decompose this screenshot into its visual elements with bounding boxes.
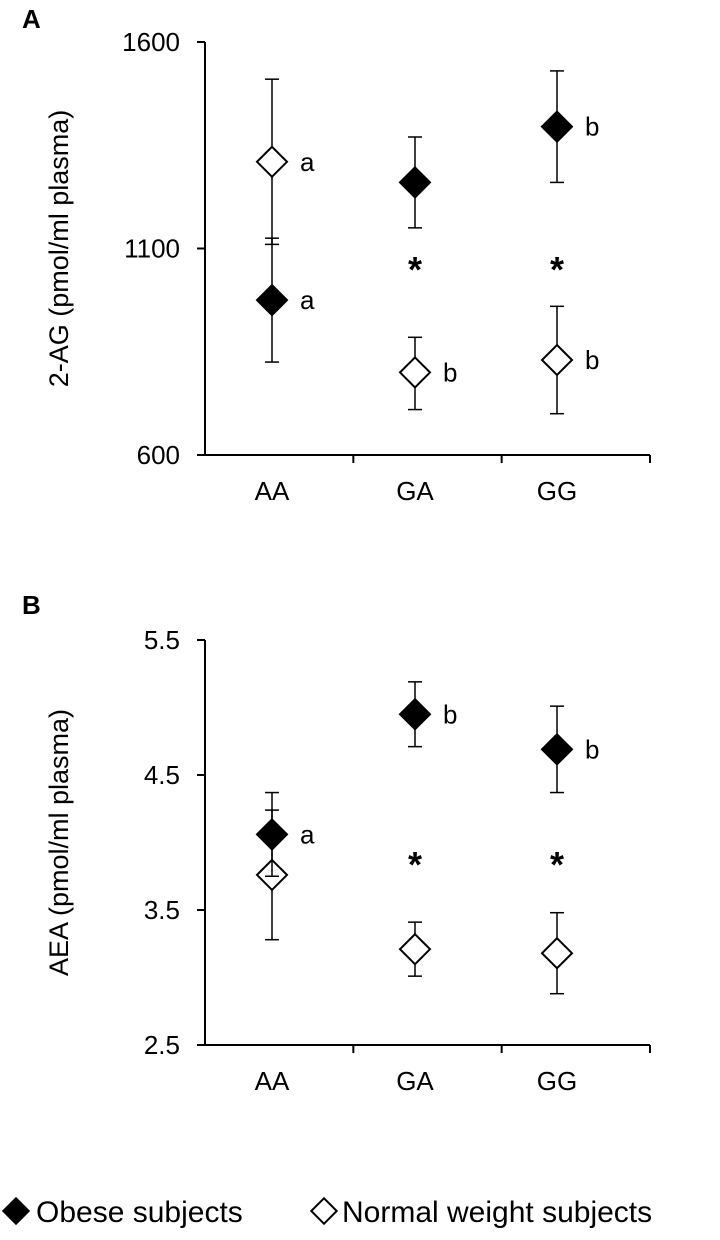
y-tick-label: 1600: [122, 27, 180, 57]
panel-b-chart: 2.5 3.5 4.5 5.5 AA GA GG AEA (pmol/ml plasma) a b…: [44, 625, 651, 1096]
obese-point: [398, 697, 432, 731]
normal-point: [540, 343, 574, 377]
panel-a-chart: 600 1100 1600 AA GA GG 2-AG (pmol/ml plasma) a b…: [44, 27, 651, 506]
panel-a-letter: A: [22, 4, 41, 34]
x-tick-label: AA: [255, 1066, 290, 1096]
panel-b-letter: B: [22, 590, 41, 620]
obese-point: [255, 283, 289, 317]
obese-point: [540, 732, 574, 766]
legend-normal-marker: [309, 1196, 339, 1226]
significance-star: *: [408, 844, 422, 885]
significance-star: *: [550, 249, 564, 290]
group-letter-label: b: [585, 734, 599, 764]
legend: Obese subjects Normal weight subjects: [1, 1196, 652, 1229]
normal-point: [398, 355, 432, 389]
group-letter-label: b: [443, 357, 457, 387]
legend-obese-label: Obese subjects: [36, 1196, 243, 1229]
significance-star: *: [408, 249, 422, 290]
group-letter-label: b: [443, 699, 457, 729]
obese-point: [255, 817, 289, 851]
x-tick-label: GA: [396, 476, 434, 506]
legend-obese-marker: [1, 1196, 31, 1226]
significance-star: *: [550, 844, 564, 885]
normal-point: [540, 936, 574, 970]
y-tick-label: 600: [137, 440, 180, 470]
y-tick-label: 1100: [124, 234, 180, 264]
normal-point: [398, 932, 432, 966]
normal-point: [255, 145, 289, 179]
group-letter-label: b: [585, 345, 599, 375]
group-letter-label: a: [300, 285, 315, 315]
y-tick-label: 3.5: [144, 895, 180, 925]
group-letter-label: a: [300, 819, 315, 849]
y-tick-label: 2.5: [144, 1030, 180, 1060]
legend-normal-label: Normal weight subjects: [342, 1196, 652, 1229]
y-axis-label: 2-AG (pmol/ml plasma): [44, 110, 74, 388]
group-letter-label: b: [585, 112, 599, 142]
y-axis-label: AEA (pmol/ml plasma): [44, 709, 74, 976]
x-tick-label: GG: [537, 476, 577, 506]
obese-point: [540, 110, 574, 144]
x-tick-label: GG: [537, 1066, 577, 1096]
obese-point: [398, 166, 432, 199]
x-tick-label: GA: [396, 1066, 434, 1096]
group-letter-label: a: [300, 147, 315, 177]
x-tick-label: AA: [255, 476, 290, 506]
y-tick-label: 5.5: [144, 625, 180, 655]
y-tick-label: 4.5: [144, 760, 180, 790]
